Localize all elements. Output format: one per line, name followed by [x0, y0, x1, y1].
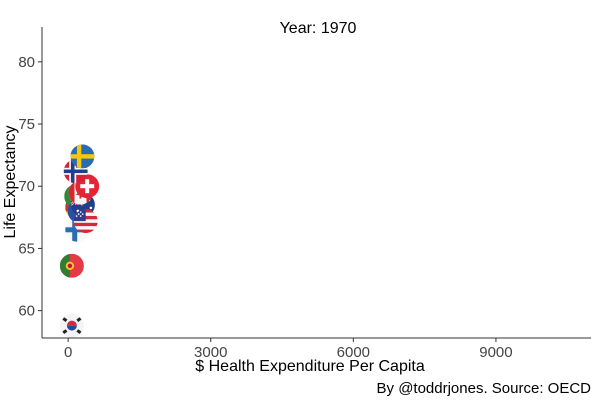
x-tick-label: 0	[64, 344, 72, 361]
usa-flag	[73, 209, 98, 234]
x-axis-title: $ Health Expenditure Per Capita	[195, 358, 425, 375]
x-tick-label: 3000	[194, 344, 227, 361]
y-ticks: 60 65 70 75 80	[18, 54, 42, 320]
y-tick-label: 80	[18, 54, 35, 71]
y-tick-label: 75	[18, 116, 35, 133]
y-tick-label: 60	[18, 303, 35, 320]
chart-title: Year: 1970	[280, 20, 357, 37]
y-axis-title: Life Expectancy	[2, 126, 19, 239]
sweden-flag	[70, 144, 95, 169]
portugal-flag	[59, 253, 84, 278]
y-tick-label: 70	[18, 178, 35, 195]
y-tick-label: 65	[18, 240, 35, 257]
switzerland-flag	[75, 174, 100, 199]
south-korea-flag	[59, 313, 84, 338]
x-tick-label: 6000	[337, 344, 370, 361]
data-points	[59, 144, 100, 338]
source-caption: By @toddrjones. Source: OECD	[377, 380, 592, 397]
x-ticks: 0 3000 6000 9000	[64, 338, 513, 361]
x-tick-label: 9000	[479, 344, 512, 361]
